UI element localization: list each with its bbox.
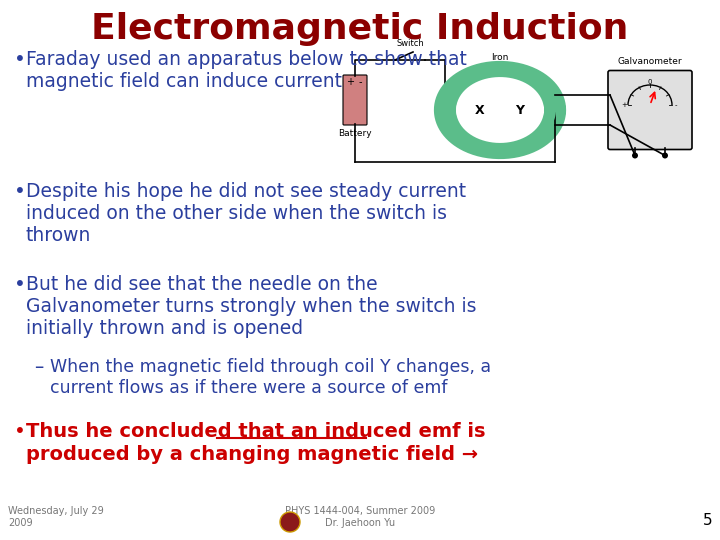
Text: Y: Y [516,104,524,117]
Text: Thus he concluded that an induced emf is: Thus he concluded that an induced emf is [26,422,485,441]
Text: +: + [346,77,354,87]
Circle shape [662,152,668,159]
Text: Electromagnetic Induction: Electromagnetic Induction [91,12,629,46]
Circle shape [280,512,300,532]
FancyBboxPatch shape [608,71,692,150]
Text: Wednesday, July 29
2009: Wednesday, July 29 2009 [8,507,104,528]
Text: X: X [475,104,485,117]
Text: 0: 0 [648,79,652,85]
Text: –: – [34,358,43,377]
Text: But he did see that the needle on the
Galvanometer turns strongly when the switc: But he did see that the needle on the Ga… [26,275,477,338]
Text: Switch: Switch [396,39,424,48]
Text: •: • [14,422,26,441]
Text: -: - [359,77,361,87]
Circle shape [632,152,638,159]
Text: PHYS 1444-004, Summer 2009
Dr. Jaehoon Yu: PHYS 1444-004, Summer 2009 Dr. Jaehoon Y… [285,507,435,528]
Text: Iron: Iron [491,53,509,62]
Text: 5: 5 [703,513,712,528]
Text: Battery: Battery [338,129,372,138]
Text: +: + [621,102,627,108]
Text: Galvanometer: Galvanometer [618,57,683,66]
Text: •: • [14,182,26,201]
Text: Despite his hope he did not see steady current
induced on the other side when th: Despite his hope he did not see steady c… [26,182,466,245]
FancyBboxPatch shape [343,75,367,125]
Text: produced by a changing magnetic field →: produced by a changing magnetic field → [26,445,478,464]
Text: When the magnetic field through coil Y changes, a
current flows as if there were: When the magnetic field through coil Y c… [50,358,491,397]
Text: •: • [14,275,26,294]
Text: -: - [675,102,678,108]
Text: •: • [14,50,26,69]
Text: Faraday used an apparatus below to show that
magnetic field can induce current: Faraday used an apparatus below to show … [26,50,467,91]
